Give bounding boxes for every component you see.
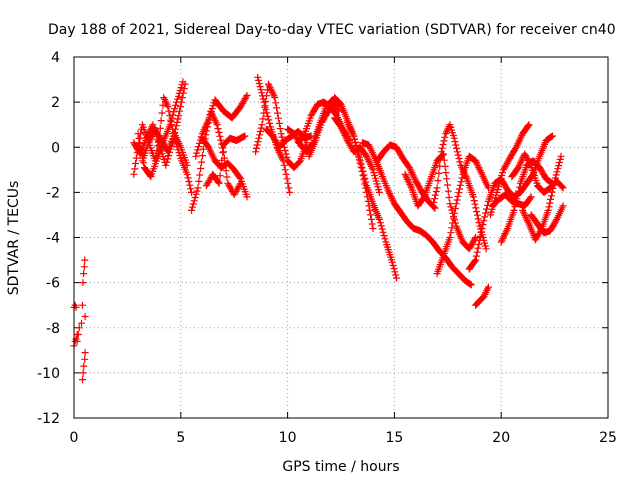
x-tick-label: 15	[385, 430, 403, 446]
series-s29	[527, 202, 567, 237]
x-tick-label: 25	[599, 430, 617, 446]
series-early-c	[78, 256, 89, 327]
series-s8	[202, 132, 249, 190]
y-axis-label: SDTVAR / TECUs	[6, 181, 22, 296]
series-s21	[433, 152, 492, 278]
series-s4	[138, 125, 191, 169]
chart-title: Day 188 of 2021, Sidereal Day-to-day VTE…	[48, 22, 616, 38]
x-axis-label: GPS time / hours	[282, 459, 399, 475]
y-tick-label: 2	[51, 95, 60, 111]
y-tick-label: 4	[51, 50, 60, 66]
y-tick-label: -4	[46, 231, 60, 247]
series-s9	[252, 80, 311, 172]
series-s18	[373, 141, 439, 212]
grid-lines	[74, 57, 608, 418]
y-tick-label: 0	[51, 140, 60, 156]
series-s27	[508, 150, 567, 196]
y-tick-label: -6	[46, 276, 60, 292]
y-tick-label: -12	[37, 411, 60, 427]
data-points	[70, 73, 567, 384]
series-s6	[192, 91, 251, 160]
x-tick-label: 20	[492, 430, 510, 446]
plot-frame	[73, 56, 609, 419]
axes: 0 5 10 15 20 25 -12 -10 -8 -6 -4 -2 0 2 4	[37, 50, 617, 446]
y-tick-label: -10	[37, 366, 60, 382]
x-tick-label: 10	[279, 430, 297, 446]
series-s22	[472, 283, 492, 309]
x-tick-label: 5	[176, 430, 185, 446]
series-s16	[343, 118, 400, 282]
series-early-b	[70, 331, 81, 350]
x-tick-label: 0	[70, 430, 79, 446]
series-early-d	[79, 349, 89, 384]
series-s14	[305, 94, 377, 232]
y-tick-label: -8	[46, 321, 60, 337]
y-tick-label: -2	[46, 185, 60, 201]
series-s17	[358, 139, 475, 289]
